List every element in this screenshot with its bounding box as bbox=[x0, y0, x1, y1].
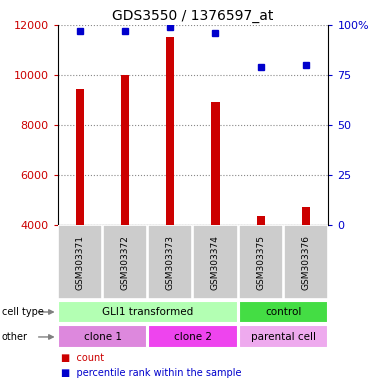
Text: clone 2: clone 2 bbox=[174, 332, 212, 342]
FancyBboxPatch shape bbox=[58, 326, 147, 348]
Text: GSM303372: GSM303372 bbox=[121, 235, 130, 290]
Bar bbox=[211, 103, 220, 225]
FancyBboxPatch shape bbox=[148, 326, 237, 348]
Text: other: other bbox=[2, 332, 28, 342]
Bar bbox=[302, 207, 310, 225]
Text: parental cell: parental cell bbox=[251, 332, 316, 342]
Bar bbox=[257, 216, 265, 225]
FancyBboxPatch shape bbox=[193, 225, 237, 299]
Bar bbox=[121, 75, 129, 225]
FancyBboxPatch shape bbox=[239, 225, 283, 299]
Text: ■  percentile rank within the sample: ■ percentile rank within the sample bbox=[61, 368, 242, 378]
Text: clone 1: clone 1 bbox=[83, 332, 122, 342]
Text: cell type: cell type bbox=[2, 307, 44, 317]
Text: ■  count: ■ count bbox=[61, 353, 104, 363]
Title: GDS3550 / 1376597_at: GDS3550 / 1376597_at bbox=[112, 8, 273, 23]
Text: GSM303374: GSM303374 bbox=[211, 235, 220, 290]
FancyBboxPatch shape bbox=[284, 225, 328, 299]
Bar bbox=[166, 38, 174, 225]
Text: GSM303373: GSM303373 bbox=[166, 235, 175, 290]
FancyBboxPatch shape bbox=[103, 225, 147, 299]
Text: GSM303375: GSM303375 bbox=[256, 235, 265, 290]
Text: GSM303376: GSM303376 bbox=[301, 235, 310, 290]
FancyBboxPatch shape bbox=[239, 301, 328, 323]
FancyBboxPatch shape bbox=[58, 301, 237, 323]
Bar bbox=[76, 89, 84, 225]
FancyBboxPatch shape bbox=[148, 225, 193, 299]
Text: GSM303371: GSM303371 bbox=[76, 235, 85, 290]
Text: GLI1 transformed: GLI1 transformed bbox=[102, 307, 193, 317]
FancyBboxPatch shape bbox=[239, 326, 328, 348]
Text: control: control bbox=[265, 307, 301, 317]
FancyBboxPatch shape bbox=[58, 225, 102, 299]
